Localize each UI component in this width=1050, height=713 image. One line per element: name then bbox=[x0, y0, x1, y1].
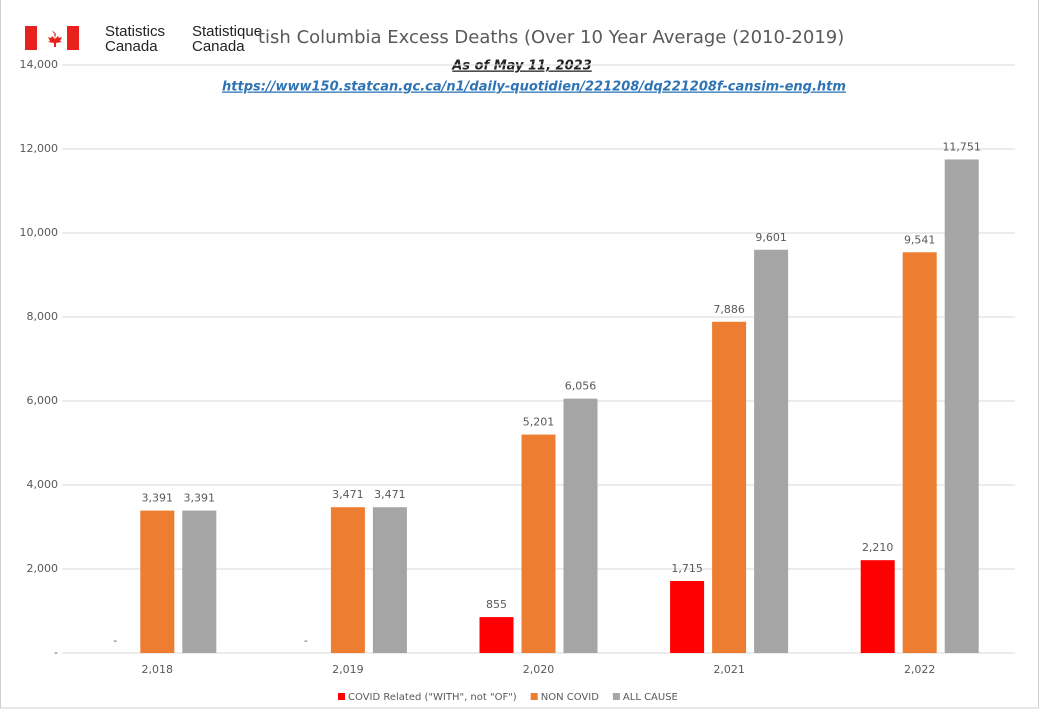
data-label: - bbox=[113, 634, 117, 647]
data-label: 3,391 bbox=[142, 492, 174, 505]
y-tick-label: 2,000 bbox=[27, 562, 59, 575]
chart-subtitle: As of May 11, 2023 bbox=[451, 59, 591, 74]
logo-text: Statistique bbox=[192, 23, 262, 40]
maple-leaf bbox=[48, 30, 62, 47]
bar bbox=[944, 159, 979, 653]
data-label: 7,886 bbox=[713, 303, 745, 316]
data-label: 11,751 bbox=[942, 140, 981, 153]
data-label: 6,056 bbox=[565, 380, 597, 393]
bar bbox=[670, 580, 705, 653]
y-tick-label: 4,000 bbox=[27, 478, 59, 491]
data-label: 5,201 bbox=[523, 416, 555, 429]
data-label: 1,715 bbox=[671, 562, 703, 575]
legend-swatch bbox=[530, 693, 538, 700]
data-label: 9,541 bbox=[904, 233, 936, 246]
x-tick-label: 2,019 bbox=[332, 663, 364, 676]
bar bbox=[860, 560, 895, 653]
bar bbox=[521, 434, 556, 653]
legend-swatch bbox=[338, 693, 345, 700]
y-tick-label: 8,000 bbox=[27, 310, 59, 323]
chart-title: tish Columbia Excess Deaths (Over 10 Yea… bbox=[258, 27, 844, 48]
data-label: 3,471 bbox=[374, 488, 406, 501]
x-tick-label: 2,022 bbox=[904, 663, 936, 676]
legend-label: ALL CAUSE bbox=[623, 692, 678, 703]
data-label: 855 bbox=[486, 598, 507, 611]
bar bbox=[182, 510, 217, 653]
bar bbox=[479, 617, 514, 653]
data-label: 9,601 bbox=[755, 231, 787, 244]
bar bbox=[563, 398, 598, 653]
logo: Statistics Canada Statistique Canada bbox=[25, 23, 262, 55]
data-label: - bbox=[304, 634, 308, 647]
legend-label: NON COVID bbox=[541, 692, 599, 703]
legend: COVID Related ("WITH", not "OF") NON COVI… bbox=[338, 692, 678, 703]
bar bbox=[902, 252, 937, 653]
y-tick-label: 14,000 bbox=[20, 58, 59, 71]
data-label: 3,391 bbox=[184, 492, 216, 505]
bar bbox=[140, 510, 175, 653]
logo-text: Canada bbox=[105, 38, 158, 55]
logo-text: Statistics bbox=[105, 23, 165, 40]
logo-text: Canada bbox=[192, 38, 245, 55]
bar bbox=[330, 507, 365, 653]
source-link[interactable]: https://www150.statcan.gc.ca/n1/daily-qu… bbox=[222, 80, 846, 95]
flag-band bbox=[25, 26, 37, 50]
bar bbox=[754, 249, 789, 653]
data-label: 2,210 bbox=[862, 541, 894, 554]
y-tick-label: 10,000 bbox=[20, 226, 59, 239]
x-tick-label: 2,018 bbox=[142, 663, 174, 676]
y-tick-label: 6,000 bbox=[27, 394, 59, 407]
data-label: 3,471 bbox=[332, 488, 364, 501]
bar bbox=[712, 321, 747, 653]
legend-swatch bbox=[612, 693, 620, 700]
flag-band bbox=[67, 26, 79, 50]
x-tick-label: 2,021 bbox=[713, 663, 745, 676]
bar bbox=[372, 507, 407, 653]
legend-label: COVID Related ("WITH", not "OF") bbox=[348, 692, 517, 703]
x-tick-label: 2,020 bbox=[523, 663, 555, 676]
y-tick-label: 12,000 bbox=[20, 142, 59, 155]
y-tick-label: - bbox=[54, 646, 58, 659]
